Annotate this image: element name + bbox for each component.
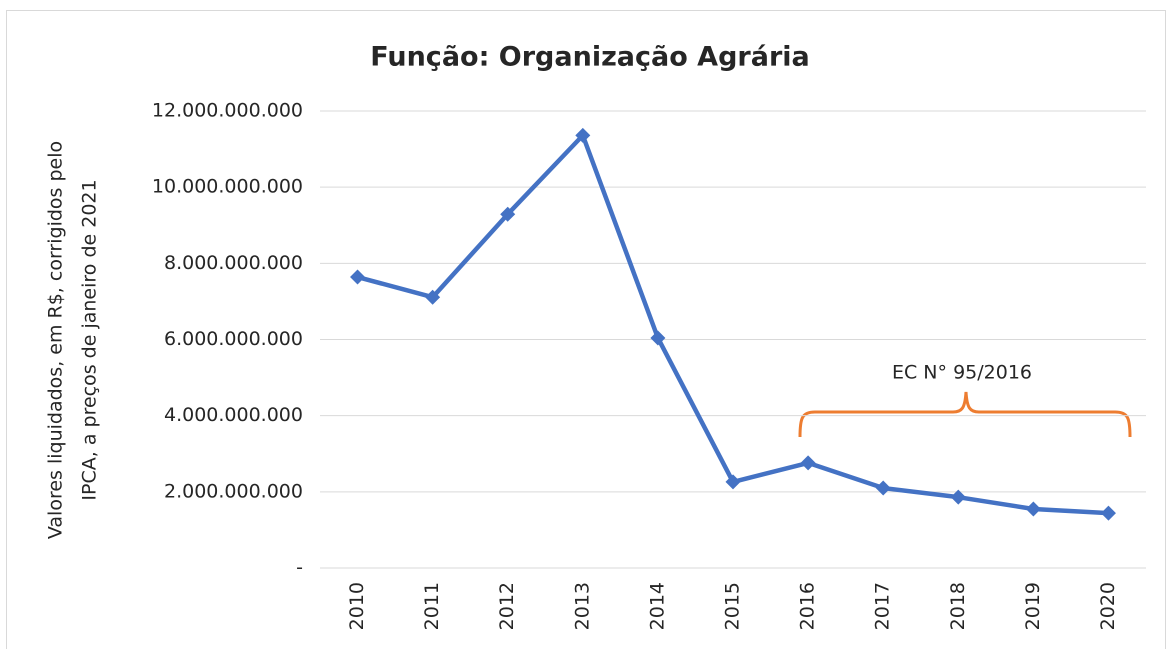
x-tick-label: 2015 bbox=[722, 582, 744, 630]
data-point bbox=[1100, 505, 1116, 521]
annotation: EC N° 95/2016 bbox=[892, 362, 1032, 384]
x-tick-label: 2016 bbox=[797, 582, 819, 630]
x-tick-label: 2020 bbox=[1097, 582, 1119, 630]
x-tick-label: 2011 bbox=[421, 582, 443, 630]
data-point bbox=[1025, 501, 1041, 517]
y-tick-label: - bbox=[296, 557, 303, 579]
data-point bbox=[500, 206, 516, 222]
annotation-bracket bbox=[798, 391, 1132, 438]
x-tick-label: 2012 bbox=[496, 582, 518, 630]
y-tick-label: 6.000.000.000 bbox=[164, 328, 303, 350]
x-tick-label: 2017 bbox=[872, 582, 894, 630]
chart-border bbox=[6, 10, 1166, 649]
y-axis-label: Valores liquidados, em R$, corrigidos pe… bbox=[45, 141, 67, 539]
data-point bbox=[950, 489, 966, 505]
data-point bbox=[650, 330, 666, 346]
data-point bbox=[575, 127, 591, 143]
data-point bbox=[800, 455, 816, 471]
y-tick-label: 8.000.000.000 bbox=[164, 252, 303, 274]
y-tick-label: 12.000.000.000 bbox=[152, 100, 303, 122]
data-point bbox=[725, 474, 741, 490]
x-tick-label: 2010 bbox=[346, 582, 368, 630]
data-point bbox=[425, 289, 441, 305]
data-point bbox=[875, 480, 891, 496]
x-tick-label: 2013 bbox=[571, 582, 593, 630]
y-tick-label: 10.000.000.000 bbox=[152, 176, 303, 198]
x-tick-label: 2014 bbox=[646, 582, 668, 630]
y-tick-label: 2.000.000.000 bbox=[164, 480, 303, 502]
data-point bbox=[350, 269, 366, 285]
x-tick-label: 2018 bbox=[947, 582, 969, 630]
y-axis-label: IPCA, a preços de janeiro de 2021 bbox=[79, 179, 101, 500]
x-tick-label: 2019 bbox=[1022, 582, 1044, 630]
chart-title: Função: Organização Agrária bbox=[370, 42, 809, 73]
y-tick-label: 4.000.000.000 bbox=[164, 404, 303, 426]
